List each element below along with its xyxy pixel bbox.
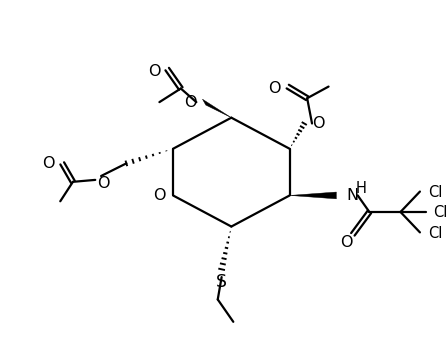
Text: O: O bbox=[153, 188, 165, 203]
Polygon shape bbox=[202, 99, 232, 118]
Text: O: O bbox=[97, 176, 109, 191]
Text: O: O bbox=[42, 156, 55, 171]
Text: N: N bbox=[346, 188, 358, 203]
Text: O: O bbox=[184, 95, 196, 109]
Text: H: H bbox=[356, 181, 367, 196]
Text: Cl: Cl bbox=[428, 226, 442, 241]
Text: S: S bbox=[216, 273, 227, 291]
Text: Cl: Cl bbox=[434, 206, 447, 220]
Polygon shape bbox=[290, 192, 336, 199]
Text: O: O bbox=[312, 116, 325, 131]
Text: O: O bbox=[340, 234, 352, 250]
Text: O: O bbox=[269, 81, 281, 96]
Text: Cl: Cl bbox=[428, 185, 442, 200]
Text: O: O bbox=[148, 63, 160, 78]
